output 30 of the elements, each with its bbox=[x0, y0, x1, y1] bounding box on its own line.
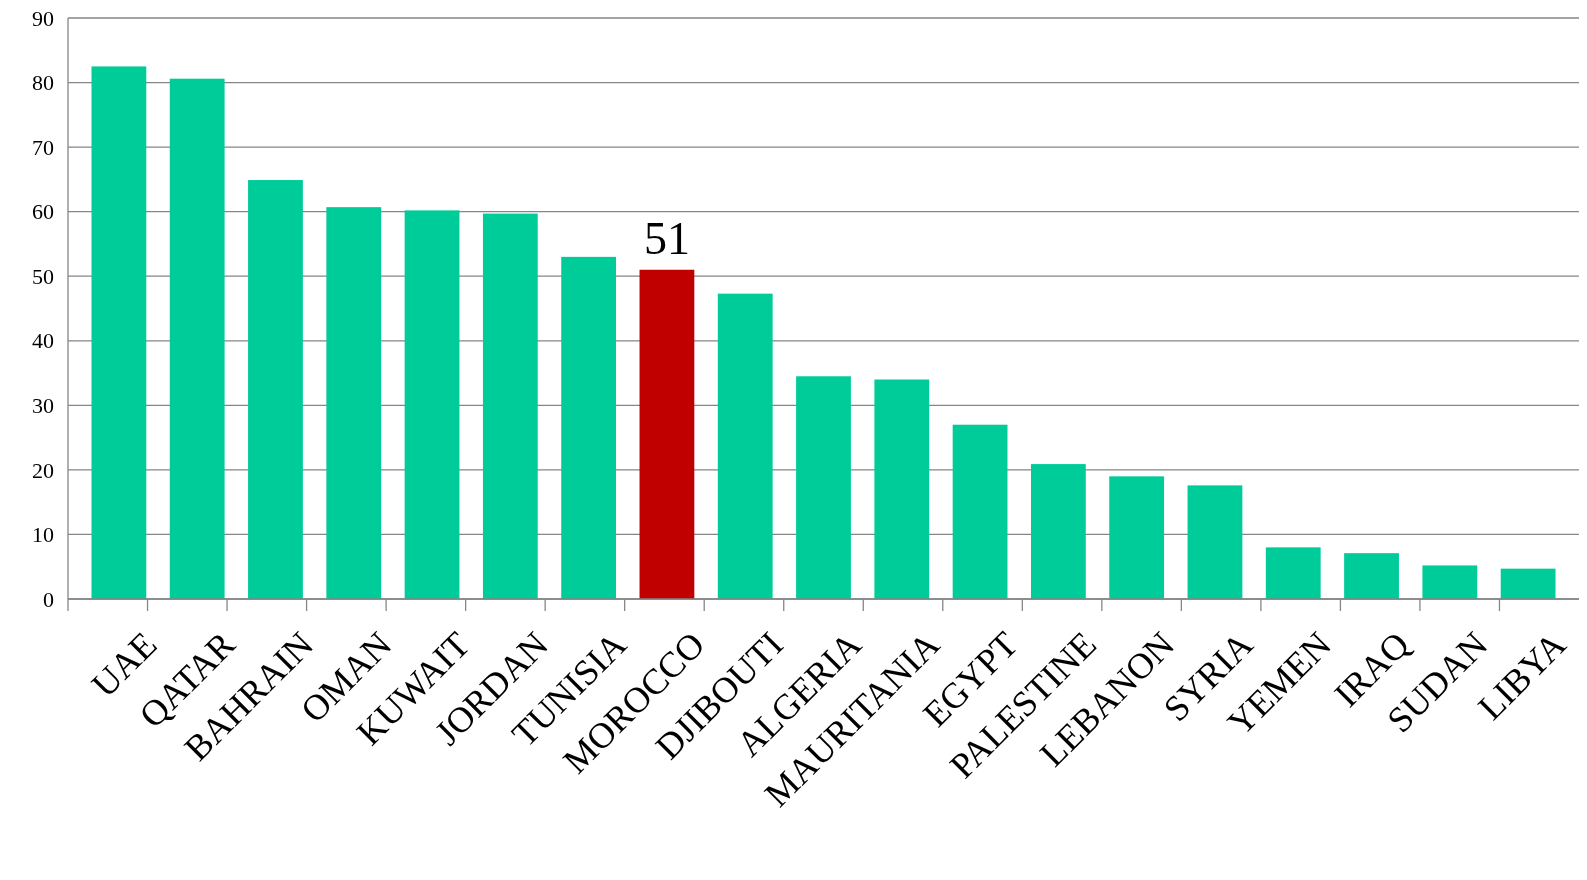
bar bbox=[248, 180, 303, 599]
bar bbox=[952, 424, 1008, 599]
y-tick-label: 60 bbox=[32, 199, 54, 225]
bar bbox=[1344, 553, 1399, 599]
bar bbox=[1109, 476, 1165, 599]
bar bbox=[717, 293, 773, 599]
bar bbox=[326, 207, 382, 599]
y-tick-label: 90 bbox=[32, 5, 54, 31]
bar bbox=[1422, 565, 1478, 599]
bar bbox=[404, 210, 460, 599]
bar bbox=[561, 256, 617, 599]
bar bbox=[1187, 485, 1243, 599]
y-tick-label: 40 bbox=[32, 328, 54, 354]
y-tick-label: 20 bbox=[32, 457, 54, 483]
bar bbox=[874, 379, 930, 599]
y-tick-label: 30 bbox=[32, 393, 54, 419]
bar bbox=[639, 269, 695, 599]
bar bbox=[1500, 568, 1556, 599]
y-tick-label: 0 bbox=[43, 586, 54, 612]
y-tick-label: 80 bbox=[32, 70, 54, 96]
bar bbox=[1265, 547, 1321, 599]
bar bbox=[1030, 464, 1086, 599]
bar bbox=[91, 66, 147, 599]
y-tick-label: 10 bbox=[32, 522, 54, 548]
y-tick-label: 70 bbox=[32, 134, 54, 160]
bar bbox=[796, 376, 851, 599]
data-label: 51 bbox=[643, 212, 690, 264]
y-tick-label: 50 bbox=[32, 263, 54, 289]
bar bbox=[482, 213, 538, 599]
bar bbox=[169, 78, 225, 599]
